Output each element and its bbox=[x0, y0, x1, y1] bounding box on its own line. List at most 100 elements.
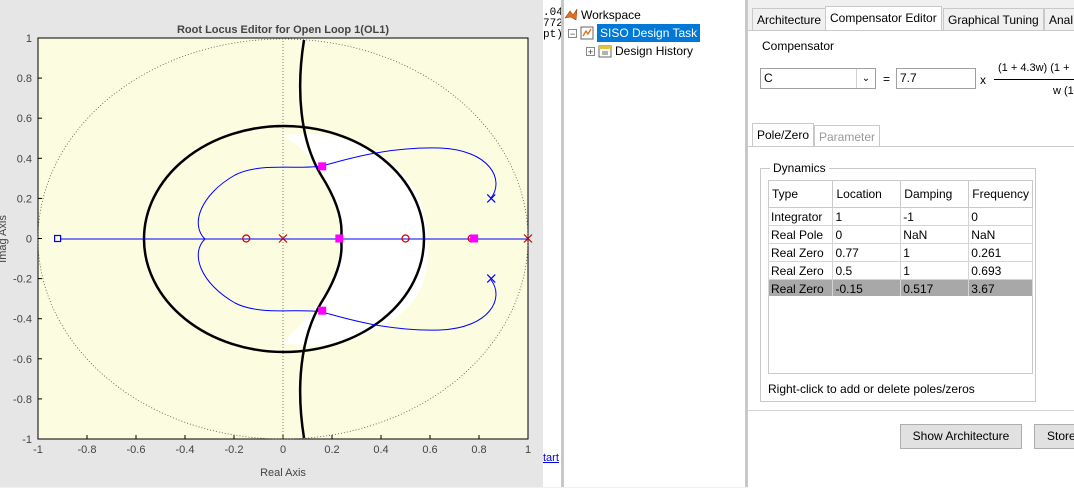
cell-damping[interactable]: NaN bbox=[900, 225, 970, 244]
tree-label-workspace: Workspace bbox=[581, 8, 641, 22]
closed-loop-pole-marker[interactable] bbox=[318, 162, 327, 171]
splitter-2[interactable] bbox=[745, 0, 748, 487]
splitter[interactable] bbox=[561, 0, 564, 487]
tab-compensator-editor[interactable]: Compensator Editor bbox=[825, 6, 942, 31]
cell-type: Real Zero bbox=[767, 261, 834, 280]
tree-label-siso-task: SISO Design Task bbox=[597, 24, 701, 42]
y-tick-label: 0 bbox=[26, 234, 32, 246]
integrator-zero-marker[interactable] bbox=[53, 234, 62, 243]
x-tick-label: -0.8 bbox=[78, 444, 97, 456]
x-tick-label: -0.4 bbox=[176, 444, 195, 456]
cell-frequency[interactable]: 0 bbox=[968, 207, 1033, 226]
tab-architecture[interactable]: Architecture bbox=[752, 8, 827, 30]
root-locus-plot[interactable]: Root Locus Editor for Open Loop 1(OL1) -… bbox=[0, 0, 543, 487]
y-tick-label: -1 bbox=[22, 434, 32, 446]
expand-icon[interactable]: + bbox=[586, 46, 595, 57]
dynamics-table[interactable]: Type Location Damping Frequency Integrat… bbox=[767, 180, 1033, 298]
times-sign: x bbox=[980, 73, 986, 87]
gain-value: 7.7 bbox=[900, 71, 917, 85]
cell-location[interactable]: 0 bbox=[832, 225, 902, 244]
equals-sign: = bbox=[883, 72, 891, 86]
tree-item-siso-task[interactable]: − SISO Design Task bbox=[568, 24, 701, 42]
button-bar-divider bbox=[748, 410, 1074, 411]
y-tick-label: -0.6 bbox=[13, 354, 32, 366]
cell-type: Real Zero bbox=[767, 279, 834, 298]
table-row[interactable]: Real Pole 0 NaN NaN bbox=[767, 225, 1033, 244]
zero-marker[interactable] bbox=[242, 234, 251, 243]
y-tick-label: 1 bbox=[26, 33, 32, 45]
pole-marker[interactable] bbox=[486, 274, 496, 284]
pole-marker[interactable] bbox=[486, 193, 496, 203]
col-location[interactable]: Location bbox=[832, 180, 902, 208]
cell-location[interactable]: 0.5 bbox=[832, 261, 902, 280]
cmd-line: 772 bbox=[543, 18, 562, 30]
cmd-line: .04 bbox=[543, 7, 562, 19]
cell-damping[interactable]: -1 bbox=[900, 207, 970, 226]
command-window-strip: .04 772 pt) tart bbox=[543, 0, 562, 487]
y-tick-label: 0.4 bbox=[17, 153, 32, 165]
task-panel: Architecture Compensator Editor Graphica… bbox=[748, 0, 1074, 488]
col-type[interactable]: Type bbox=[767, 180, 834, 208]
x-tick-label: -0.6 bbox=[127, 444, 146, 456]
cmd-start-link[interactable]: tart bbox=[543, 452, 559, 464]
closed-loop-pole-marker[interactable] bbox=[470, 234, 479, 243]
compensator-select[interactable]: C ⌄ bbox=[760, 68, 876, 89]
x-axis-label: Real Axis bbox=[260, 467, 306, 479]
history-icon bbox=[598, 44, 612, 58]
collapse-icon[interactable]: − bbox=[568, 28, 577, 39]
tree-item-workspace[interactable]: Workspace bbox=[564, 6, 641, 24]
closed-loop-pole-marker[interactable] bbox=[318, 306, 327, 315]
cell-frequency[interactable]: 3.67 bbox=[968, 279, 1033, 298]
tf-denominator: w (1 bbox=[1053, 85, 1074, 97]
x-tick-label: -1 bbox=[33, 444, 43, 456]
subtab-pole-zero[interactable]: Pole/Zero bbox=[752, 123, 815, 147]
table-row-selected[interactable]: Real Zero -0.15 0.517 3.67 bbox=[767, 279, 1033, 298]
tab-analysis[interactable]: Anal bbox=[1044, 8, 1074, 30]
tab-graphical-tuning[interactable]: Graphical Tuning bbox=[943, 8, 1044, 30]
matlab-logo-icon bbox=[564, 8, 578, 22]
cell-frequency[interactable]: 0.693 bbox=[968, 261, 1033, 280]
table-empty-area[interactable] bbox=[768, 296, 1033, 374]
table-row[interactable]: Real Zero 0.77 1 0.261 bbox=[767, 243, 1033, 262]
fraction-bar bbox=[994, 79, 1074, 80]
axis-ticks: -1 -0.8 -0.6 -0.4 -0.2 0 0.2 0.4 0.6 0.8 1 1 0.8 0.6 0… bbox=[13, 33, 531, 456]
x-tick-label: 0.6 bbox=[422, 444, 437, 456]
table-row[interactable]: Integrator 1 -1 0 bbox=[767, 207, 1033, 226]
cell-location[interactable]: 1 bbox=[832, 207, 902, 226]
x-tick-label: 0.2 bbox=[324, 444, 339, 456]
chevron-down-icon[interactable]: ⌄ bbox=[856, 69, 875, 88]
gain-input[interactable]: 7.7 bbox=[896, 68, 976, 89]
cell-type: Real Pole bbox=[767, 225, 834, 244]
dynamics-label: Dynamics bbox=[770, 161, 829, 175]
y-tick-label: 0.8 bbox=[17, 73, 32, 85]
y-tick-label: -0.4 bbox=[13, 314, 32, 326]
cell-location[interactable]: 0.77 bbox=[832, 243, 902, 262]
col-damping[interactable]: Damping bbox=[900, 180, 970, 208]
closed-loop-pole-marker[interactable] bbox=[335, 234, 344, 243]
pole-marker[interactable] bbox=[278, 234, 288, 243]
store-button[interactable]: Store bbox=[1034, 424, 1074, 449]
subtab-parameter[interactable]: Parameter bbox=[814, 125, 881, 147]
x-tick-label: 1 bbox=[525, 444, 531, 456]
pole-marker[interactable] bbox=[523, 234, 533, 243]
x-tick-label: 0 bbox=[280, 444, 286, 456]
col-frequency[interactable]: Frequency bbox=[968, 180, 1033, 208]
show-architecture-button[interactable]: Show Architecture bbox=[900, 424, 1022, 449]
zero-marker[interactable] bbox=[401, 234, 410, 243]
x-tick-label: -0.2 bbox=[225, 444, 244, 456]
x-tick-label: 0.8 bbox=[471, 444, 486, 456]
cell-frequency[interactable]: 0.261 bbox=[968, 243, 1033, 262]
dynamics-hint: Right-click to add or delete poles/zeros bbox=[768, 382, 975, 396]
tree-item-design-history[interactable]: + Design History bbox=[586, 42, 693, 60]
cell-damping[interactable]: 1 bbox=[900, 243, 970, 262]
cell-damping[interactable]: 0.517 bbox=[900, 279, 970, 298]
cell-location[interactable]: -0.15 bbox=[832, 279, 902, 298]
workspace-tree: Workspace − SISO Design Task + Design Hi… bbox=[564, 0, 745, 487]
cell-damping[interactable]: 1 bbox=[900, 261, 970, 280]
table-row[interactable]: Real Zero 0.5 1 0.693 bbox=[767, 261, 1033, 280]
y-tick-label: -0.2 bbox=[13, 274, 32, 286]
tf-numerator: (1 + 4.3w) (1 + bbox=[998, 62, 1070, 74]
plot-title: Root Locus Editor for Open Loop 1(OL1) bbox=[177, 24, 389, 36]
cell-frequency[interactable]: NaN bbox=[968, 225, 1033, 244]
cmd-line: pt) bbox=[543, 29, 562, 41]
